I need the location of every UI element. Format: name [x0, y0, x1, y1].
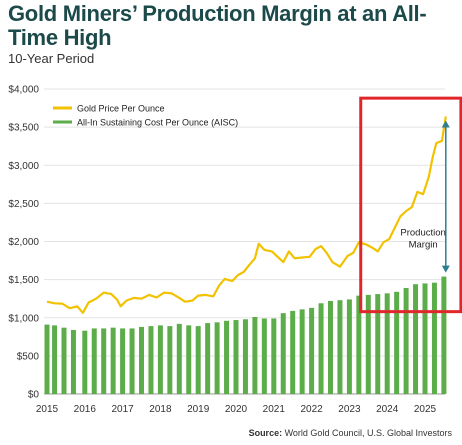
production-margin-label-line: Margin — [409, 240, 438, 251]
highlight-box — [359, 96, 462, 314]
aisc-bar — [129, 328, 135, 394]
aisc-bar — [422, 283, 428, 394]
aisc-bar — [261, 318, 267, 394]
chart-title: Gold Miners’ Production Margin at an All… — [8, 1, 427, 50]
aisc-bar — [318, 303, 324, 394]
aisc-bar — [403, 288, 409, 394]
y-tick-label: $500 — [17, 351, 40, 362]
aisc-bar — [252, 316, 258, 394]
x-tick-label: 2021 — [263, 404, 286, 415]
aisc-bars — [44, 276, 447, 394]
aisc-bar — [299, 309, 305, 394]
source-note: Source: World Gold Council, U.S. Global … — [249, 428, 452, 438]
aisc-bar — [431, 282, 437, 394]
aisc-bar — [139, 326, 144, 394]
x-tick-label: 2019 — [187, 404, 210, 415]
x-tick-label: 2023 — [338, 404, 361, 415]
aisc-bar — [233, 320, 239, 394]
aisc-bar — [101, 328, 107, 394]
x-tick-label: 2024 — [376, 404, 399, 415]
x-tick-label: 2016 — [74, 404, 97, 415]
production-margin-label-line: Production — [400, 228, 445, 239]
aisc-bar — [61, 327, 67, 394]
y-tick-label: $0 — [28, 390, 40, 401]
aisc-bar — [52, 325, 58, 394]
production-margin-label: Production Margin — [400, 228, 445, 251]
aisc-bar — [91, 328, 97, 394]
aisc-bar — [394, 291, 400, 394]
chart-subtitle: 10-Year Period — [8, 51, 95, 66]
gold-price-line — [46, 116, 447, 314]
aisc-bar — [82, 330, 88, 394]
legend: Gold Price Per Ounce All-In Sustaining Co… — [53, 104, 238, 128]
y-tick-label: $1,500 — [8, 275, 39, 286]
x-tick-label: 2015 — [36, 404, 59, 415]
aisc-bar — [224, 320, 230, 394]
gold-price-line-group — [46, 116, 447, 314]
x-axis-ticks: 2015 2016 2017 2018 2019 2020 2021 2022 2023 2024… — [36, 404, 437, 415]
source-label: Source: — [248, 428, 283, 438]
y-tick-label: $3,500 — [8, 123, 39, 134]
margin-arrow-head-bottom — [441, 265, 450, 273]
aisc-bar — [176, 323, 182, 394]
aisc-bar — [271, 318, 277, 394]
aisc-bar — [110, 327, 116, 394]
y-tick-label: $2,500 — [8, 199, 39, 210]
aisc-bar — [441, 276, 447, 394]
y-tick-label: $1,000 — [8, 313, 39, 324]
aisc-bar — [280, 313, 286, 394]
x-tick-label: 2025 — [414, 404, 437, 415]
aisc-bar — [290, 310, 296, 394]
highlight-overlay: Production Margin — [359, 96, 462, 314]
aisc-bar — [242, 319, 248, 394]
x-tick-label: 2017 — [111, 404, 134, 415]
aisc-bar — [195, 326, 201, 394]
aisc-bar — [70, 329, 76, 394]
aisc-bar — [157, 325, 163, 394]
y-tick-label: $2,000 — [8, 237, 39, 248]
y-tick-label: $3,000 — [8, 161, 39, 172]
margin-arrow-head-top — [441, 120, 450, 128]
aisc-bar — [214, 322, 220, 394]
aisc-bar — [375, 294, 381, 394]
grid-lines — [44, 88, 445, 395]
aisc-bar — [148, 326, 154, 394]
aisc-bar — [120, 328, 126, 394]
aisc-bar — [44, 324, 50, 394]
aisc-bar — [384, 293, 390, 394]
y-tick-label: $4,000 — [8, 85, 39, 96]
aisc-bar — [337, 300, 343, 394]
legend-label-gold: Gold Price Per Ounce — [77, 104, 165, 114]
source-text: World Gold Council, U.S. Global Investor… — [284, 428, 452, 438]
aisc-bar — [309, 307, 315, 394]
aisc-bar — [186, 325, 192, 394]
aisc-bar — [167, 326, 173, 394]
x-tick-label: 2022 — [300, 404, 323, 415]
legend-label-aisc: All-In Sustaining Cost Per Ounce (AISC) — [77, 118, 238, 128]
aisc-bar — [205, 323, 211, 394]
aisc-bar — [346, 299, 352, 394]
aisc-bar — [328, 300, 333, 394]
x-tick-label: 2020 — [225, 404, 248, 415]
x-tick-label: 2018 — [149, 404, 172, 415]
aisc-bar — [413, 284, 419, 394]
y-axis-ticks: $0 $500 $1,000 $1,500 $2,000 $2,500 $3,000 $3,5… — [8, 85, 39, 401]
aisc-bar — [356, 295, 362, 394]
aisc-bar — [365, 294, 371, 394]
